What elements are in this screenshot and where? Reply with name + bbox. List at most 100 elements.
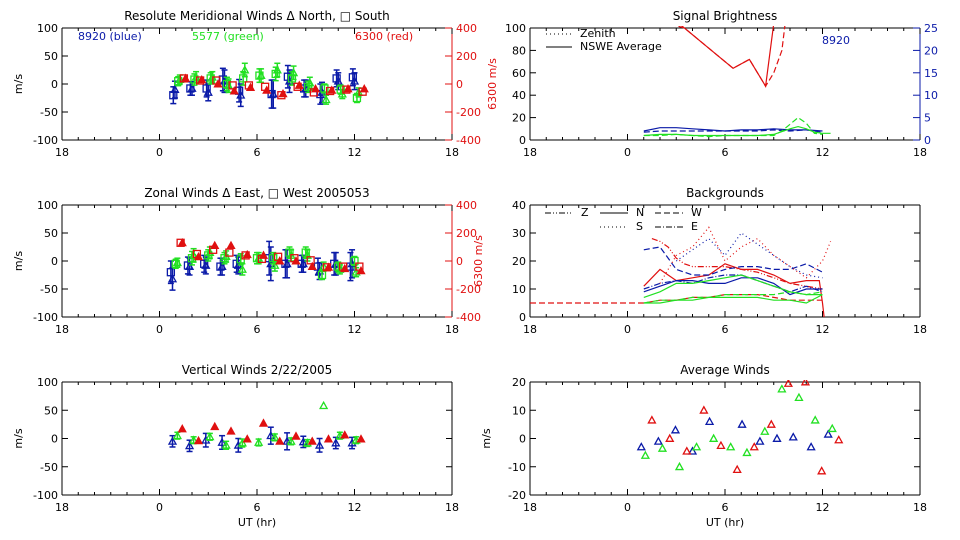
x-tick-label: 0 bbox=[624, 501, 631, 514]
data-point-square bbox=[179, 74, 189, 83]
x-tick-label: 6 bbox=[722, 501, 729, 514]
x-tick-label: 18 bbox=[55, 501, 69, 514]
data-point-triangle bbox=[810, 415, 820, 424]
data-point-triangle bbox=[275, 436, 285, 445]
data-point-triangle bbox=[783, 380, 793, 387]
data-point-triangle bbox=[193, 435, 204, 445]
y2-axis-label: 6300 m/s bbox=[486, 58, 499, 110]
y-tick-label: 0 bbox=[51, 255, 58, 268]
legend-label: N bbox=[636, 206, 644, 219]
data-point-triangle bbox=[356, 434, 366, 443]
series-line bbox=[659, 226, 832, 284]
y-tick-label: -100 bbox=[33, 134, 58, 147]
data-point-square bbox=[317, 270, 327, 280]
y2-tick-label: 200 bbox=[456, 50, 477, 63]
y2-tick-label: 0 bbox=[924, 134, 931, 147]
x-tick-label: 6 bbox=[722, 146, 729, 159]
x-tick-label: 6 bbox=[722, 323, 729, 336]
plot-area bbox=[636, 380, 844, 475]
plot-area bbox=[643, 26, 831, 138]
data-point-square bbox=[348, 73, 358, 82]
x-tick-label: 18 bbox=[523, 323, 537, 336]
y-tick-label: -50 bbox=[40, 283, 58, 296]
data-point-square bbox=[200, 259, 209, 268]
data-point-triangle bbox=[307, 261, 317, 271]
chart-title: Vertical Winds 2/22/2005 bbox=[182, 363, 333, 377]
data-point-triangle bbox=[221, 440, 231, 449]
y-tick-label: 0 bbox=[51, 433, 58, 446]
data-point-triangle bbox=[217, 437, 227, 446]
series-line bbox=[643, 129, 823, 133]
data-point-square bbox=[216, 262, 225, 271]
series-line bbox=[643, 116, 823, 138]
data-point-square bbox=[277, 91, 286, 100]
data-point-triangle bbox=[177, 424, 187, 433]
data-point-triangle bbox=[237, 264, 247, 273]
y-tick-label: 0 bbox=[519, 433, 526, 446]
series-line bbox=[643, 263, 825, 317]
data-point-square bbox=[271, 69, 280, 79]
data-point-triangle bbox=[226, 240, 236, 250]
data-point-square bbox=[320, 84, 329, 93]
x-tick-label: 0 bbox=[156, 146, 163, 159]
data-point-triangle bbox=[760, 426, 770, 435]
plot-area bbox=[167, 400, 366, 453]
data-point-triangle bbox=[657, 443, 668, 452]
data-point-triangle bbox=[226, 426, 236, 435]
data-point-square bbox=[241, 251, 250, 260]
y-tick-label: 40 bbox=[512, 89, 526, 102]
x-tick-label: 0 bbox=[624, 146, 631, 159]
data-point-square bbox=[287, 74, 297, 83]
y2-tick-label: 25 bbox=[924, 22, 938, 35]
x-tick-label: 0 bbox=[156, 501, 163, 514]
data-point-square bbox=[202, 84, 211, 93]
x-tick-label: 18 bbox=[55, 146, 69, 159]
x-tick-label: 18 bbox=[445, 146, 459, 159]
data-point-triangle bbox=[351, 435, 361, 444]
x-tick-label: 18 bbox=[913, 323, 927, 336]
x-tick-label: 18 bbox=[55, 323, 69, 336]
y-tick-label: 20 bbox=[512, 255, 526, 268]
y2-tick-label: 0 bbox=[456, 78, 463, 91]
data-point-triangle bbox=[647, 415, 657, 424]
data-point-square bbox=[255, 71, 264, 80]
data-point-square bbox=[220, 254, 229, 263]
data-point-triangle bbox=[172, 430, 182, 440]
data-point-triangle bbox=[321, 94, 331, 104]
y-tick-label: 80 bbox=[512, 44, 526, 57]
y-tick-label: 50 bbox=[44, 50, 58, 63]
plot-area bbox=[530, 226, 832, 317]
series-line bbox=[675, 232, 823, 279]
chart-title: Average Winds bbox=[680, 363, 770, 377]
data-point-square bbox=[169, 91, 178, 100]
data-point-triangle bbox=[682, 446, 692, 455]
plot-area bbox=[169, 62, 369, 109]
series-line bbox=[643, 294, 823, 304]
y2-tick-label: -400 bbox=[456, 311, 481, 324]
chart-average: Average Winds 18 0 6 12 18 20 10 0 -10 -20 m/s UT (h… bbox=[480, 363, 927, 529]
data-point-triangle bbox=[834, 435, 844, 444]
data-point-square bbox=[352, 93, 362, 103]
series-line bbox=[674, 26, 786, 88]
data-point-square bbox=[301, 248, 310, 257]
series-line bbox=[651, 238, 823, 290]
data-point-triangle bbox=[319, 400, 329, 410]
y-tick-label: 50 bbox=[44, 227, 58, 240]
data-point-triangle bbox=[167, 436, 178, 445]
y-tick-label: -50 bbox=[40, 461, 58, 474]
data-point-triangle bbox=[189, 435, 199, 444]
y-tick-label: 0 bbox=[519, 134, 526, 147]
chart-zonal: Zonal Winds Δ East, □ West 2005053 18 0 6 12… bbox=[12, 186, 485, 336]
data-point-triangle bbox=[242, 434, 252, 443]
x-tick-label: 12 bbox=[816, 146, 830, 159]
y-tick-label: 100 bbox=[505, 22, 526, 35]
y2-tick-label: 200 bbox=[456, 227, 477, 240]
x-tick-label: 0 bbox=[156, 323, 163, 336]
data-point-square bbox=[306, 256, 315, 265]
y-tick-label: 40 bbox=[512, 199, 526, 212]
y2-axis-label: 6300 m/s bbox=[472, 235, 485, 287]
data-point-triangle bbox=[270, 432, 280, 441]
y2-tick-label: -200 bbox=[456, 283, 481, 296]
annotation-wavelength: 8920 bbox=[822, 34, 850, 47]
